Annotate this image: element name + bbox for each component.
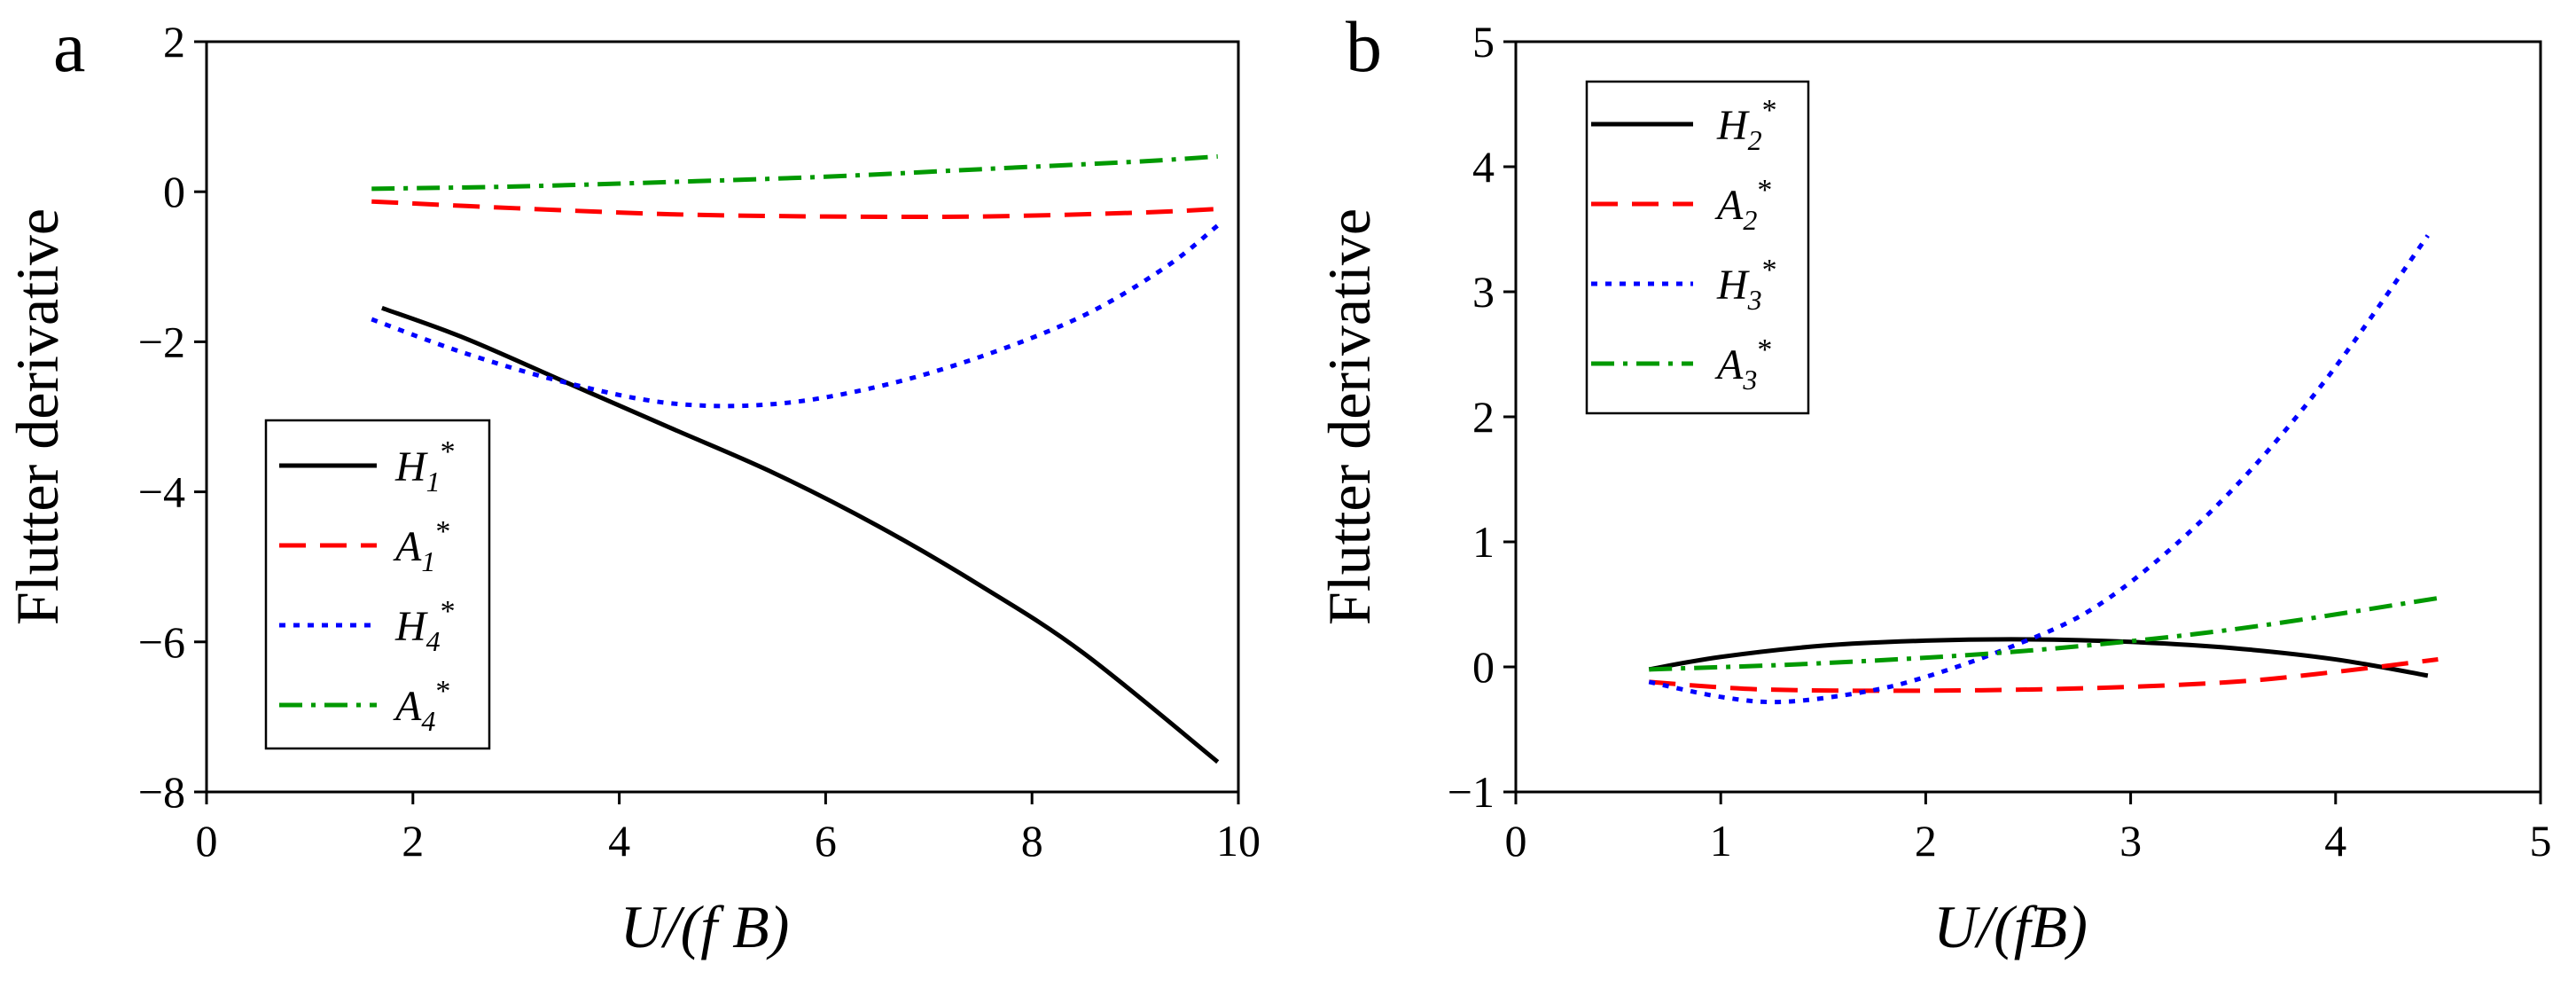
legend-entry-label: A1* [393, 515, 450, 577]
x-tick-label: 6 [815, 816, 837, 866]
y-tick-label: −6 [138, 617, 185, 667]
y-tick-label: −1 [1448, 767, 1495, 817]
series-line-a1-star [371, 199, 1218, 220]
series-line-h3-star [1648, 234, 2430, 705]
panel-letter: b [1346, 6, 1382, 87]
legend-box [264, 419, 491, 750]
legend: H1* A1* H4* A4* [264, 419, 491, 750]
x-tick-label: 0 [1505, 816, 1527, 866]
x-tick-label: 4 [608, 816, 630, 866]
series-line-a4-star [371, 153, 1218, 192]
y-tick-label: 0 [1472, 642, 1495, 692]
y-axis-label: Flutter derivative [1315, 208, 1383, 625]
x-tick-label: 3 [2119, 816, 2142, 866]
legend-entry-label: A3* [1714, 333, 1772, 396]
x-tick-label: 8 [1021, 816, 1043, 866]
chart-panel-a: a 0 2 4 6 8 10 −8 −6 −4 −2 0 2 U/(f B) Flutter derivat… [4, 6, 1261, 960]
plot-frame [205, 40, 1240, 794]
y-tick-label: 2 [1472, 392, 1495, 442]
x-tick-label: 2 [402, 816, 424, 866]
y-tick-label: −8 [138, 767, 185, 817]
y-tick-label: 4 [1472, 142, 1495, 192]
series-line-h1-star [381, 305, 1220, 764]
y-tick-label: 3 [1472, 267, 1495, 317]
y-tick-label: 2 [163, 17, 185, 67]
x-tick-label: 5 [2530, 816, 2552, 866]
legend-entry-label: A4* [393, 675, 450, 737]
y-tick-label: 1 [1472, 517, 1495, 567]
legend-entry-label: A2* [1714, 174, 1772, 236]
x-tick-label: 1 [1710, 816, 1732, 866]
legend-box [1585, 80, 1810, 415]
x-tick-label: 10 [1216, 816, 1261, 866]
series-line-h2-star [1648, 637, 2429, 678]
legend-entry-label: H2* [1716, 94, 1777, 156]
legend-entry-label: H4* [394, 595, 456, 657]
series-line-h4-star [371, 223, 1220, 409]
y-tick-label: 0 [163, 167, 185, 216]
legend-entry-label: H1* [394, 435, 456, 498]
x-tick-label: 4 [2324, 816, 2346, 866]
x-axis-label: U/(f B) [621, 893, 790, 960]
panel-letter: a [53, 6, 85, 87]
y-axis-label: Flutter derivative [4, 208, 71, 625]
x-axis-label: U/(fB) [1933, 893, 2088, 960]
y-tick-label: 5 [1472, 17, 1495, 67]
y-tick-label: −2 [138, 317, 185, 366]
legend: H2* A2* H3* A3* [1585, 80, 1810, 415]
series-line-a2-star [1649, 657, 2439, 693]
x-tick-label: 0 [196, 816, 218, 866]
y-tick-label: −4 [138, 467, 185, 517]
series-line-a3-star [1649, 595, 2439, 672]
legend-entry-label: H3* [1716, 254, 1777, 316]
x-tick-label: 2 [1915, 816, 1937, 866]
